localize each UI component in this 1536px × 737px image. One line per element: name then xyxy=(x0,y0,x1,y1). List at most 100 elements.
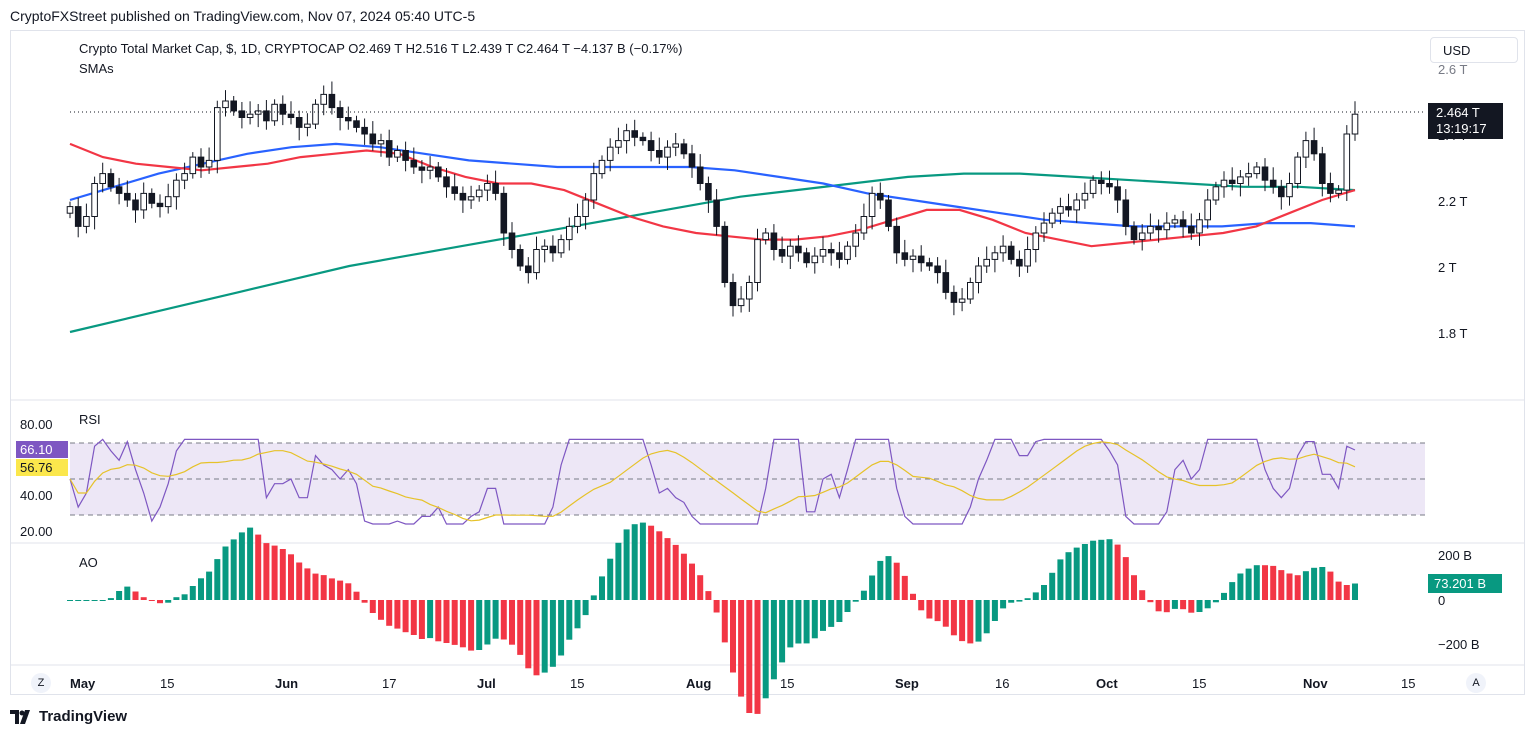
ao-bar xyxy=(1278,570,1285,600)
candle-body xyxy=(541,245,549,250)
time-axis-label: 16 xyxy=(995,676,1010,691)
ao-bar xyxy=(885,556,892,600)
time-axis-label: May xyxy=(70,676,96,691)
candle-body xyxy=(729,282,737,307)
ao-bar xyxy=(459,600,466,648)
candle-body xyxy=(369,133,377,145)
ao-bar xyxy=(566,600,573,640)
ao-bar xyxy=(304,568,311,600)
candle-body xyxy=(1237,176,1244,184)
candle-body xyxy=(361,126,368,135)
candle-body xyxy=(934,265,941,274)
candle-body xyxy=(598,159,606,175)
candle-body xyxy=(860,216,868,234)
ao-bar xyxy=(950,600,957,636)
candle-body xyxy=(901,252,909,260)
ao-bar xyxy=(697,575,704,600)
ao-bar xyxy=(386,600,393,626)
candle-body xyxy=(1122,199,1130,227)
rsi-ma-line xyxy=(69,441,1356,522)
candle-body xyxy=(844,245,851,260)
ao-bar xyxy=(762,600,769,699)
ao-bar xyxy=(730,600,736,673)
candle-body xyxy=(451,186,458,194)
zoom-reset-button[interactable]: Z xyxy=(31,673,51,693)
ao-bar xyxy=(451,600,458,645)
ao-bar xyxy=(721,600,728,643)
ao-bar xyxy=(934,600,941,622)
candle-body xyxy=(394,150,401,158)
ao-bar xyxy=(1171,600,1178,609)
ao-bar xyxy=(680,553,687,600)
ao-bar xyxy=(811,600,818,639)
candle-body xyxy=(287,113,295,118)
candle-body xyxy=(410,159,418,168)
ao-bar xyxy=(1262,565,1268,600)
candle-body xyxy=(803,252,810,264)
candle-body xyxy=(1179,219,1187,227)
candle-body xyxy=(279,103,287,115)
rsi-tick-20: 20.00 xyxy=(20,524,53,539)
price-tick-2-2: 2.2 T xyxy=(1438,194,1468,209)
candle-body xyxy=(566,225,573,241)
ao-bar xyxy=(402,600,409,633)
ao-bar xyxy=(1352,583,1358,600)
sma-50-line xyxy=(69,142,1356,248)
candle-body xyxy=(1343,133,1351,191)
candle-body xyxy=(197,156,205,168)
ao-tick-0: 0 xyxy=(1438,593,1446,608)
ao-bar xyxy=(247,527,254,600)
ao-bar xyxy=(713,600,720,613)
candle-body xyxy=(500,192,508,234)
ao-bar xyxy=(1041,585,1047,600)
ao-bar xyxy=(222,546,229,600)
candle-body xyxy=(631,130,639,138)
ao-bar xyxy=(607,558,614,600)
candle-body xyxy=(557,239,565,254)
ao-bar xyxy=(1319,567,1326,600)
candle-body xyxy=(811,255,819,264)
candle-body xyxy=(672,143,680,148)
rsi-value-tag: 66.10 xyxy=(16,441,68,458)
candle-body xyxy=(877,192,884,201)
ao-bar xyxy=(484,600,491,645)
ao-bar xyxy=(1090,540,1097,600)
candle-body xyxy=(320,93,327,105)
ao-bar xyxy=(140,597,147,600)
price-tick-2-0: 2 T xyxy=(1438,260,1457,275)
candle-body xyxy=(549,245,557,254)
candle-body xyxy=(967,282,974,300)
candle-body xyxy=(606,146,614,161)
ao-bar xyxy=(1032,592,1039,600)
ao-bar xyxy=(1212,600,1219,603)
ao-bar xyxy=(1122,557,1129,600)
candle-body xyxy=(205,159,213,168)
ao-tick-neg200: −200 B xyxy=(1438,637,1480,652)
ao-bar xyxy=(541,600,548,673)
ao-bar xyxy=(157,600,163,604)
auto-scale-button[interactable]: A xyxy=(1466,673,1486,693)
candle-body xyxy=(926,262,933,267)
tradingview-brand[interactable]: TradingView xyxy=(10,708,127,725)
ao-tick-200: 200 B xyxy=(1438,548,1472,563)
candle-body xyxy=(1171,219,1179,224)
sma-100-line xyxy=(69,142,1356,228)
currency-button[interactable]: USD xyxy=(1430,37,1518,63)
ao-bar xyxy=(1081,544,1088,600)
candle-body xyxy=(1073,199,1081,211)
candle-body xyxy=(99,173,107,185)
sma-indicator-label[interactable]: SMAs xyxy=(79,61,114,76)
candle-body xyxy=(1327,183,1334,194)
ao-bar xyxy=(206,571,213,600)
candle-body xyxy=(1220,179,1228,188)
ao-bar xyxy=(820,600,826,631)
candle-body xyxy=(1065,206,1072,211)
candle-body xyxy=(312,103,319,125)
ohlc-legend: Crypto Total Market Cap, $, 1D, CRYPTOCA… xyxy=(79,41,683,56)
ao-bar xyxy=(533,600,540,676)
candle-body xyxy=(140,192,147,211)
candle-body xyxy=(132,199,139,211)
candle-body xyxy=(238,110,246,119)
ao-bar xyxy=(599,576,605,600)
